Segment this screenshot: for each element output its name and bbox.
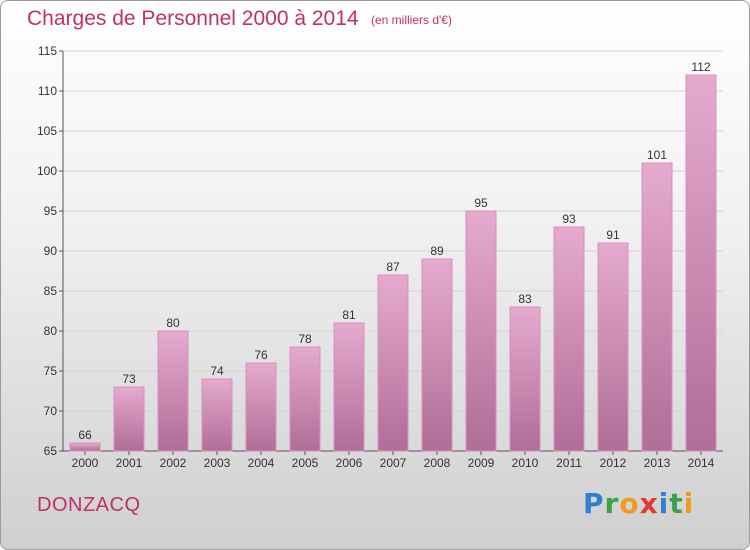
x-tick-label: 2007 bbox=[380, 456, 407, 470]
x-tick-label: 2002 bbox=[160, 456, 187, 470]
data-label: 89 bbox=[430, 244, 444, 258]
x-tick-label: 2005 bbox=[292, 456, 319, 470]
logo-letter: o bbox=[619, 487, 640, 520]
y-tick-label: 105 bbox=[37, 124, 57, 138]
data-label: 83 bbox=[518, 292, 532, 306]
x-tick-label: 2012 bbox=[600, 456, 627, 470]
logo-letter: i bbox=[683, 487, 695, 520]
data-label: 66 bbox=[78, 428, 92, 442]
bar bbox=[553, 226, 585, 452]
x-tick-label: 2010 bbox=[512, 456, 539, 470]
data-label: 80 bbox=[166, 316, 180, 330]
bar bbox=[421, 258, 453, 452]
logo-letter: P bbox=[583, 487, 605, 520]
proxiti-logo[interactable]: Proxiti bbox=[583, 487, 694, 520]
y-tick-label: 70 bbox=[44, 404, 58, 418]
x-tick-label: 2006 bbox=[336, 456, 363, 470]
logo-letter: r bbox=[604, 487, 620, 520]
y-tick-label: 115 bbox=[38, 44, 57, 58]
y-tick-label: 100 bbox=[37, 164, 57, 178]
y-tick-label: 80 bbox=[44, 324, 58, 338]
data-label: 91 bbox=[606, 228, 620, 242]
bar bbox=[201, 378, 233, 452]
data-label: 87 bbox=[386, 260, 400, 274]
y-tick-label: 85 bbox=[44, 284, 58, 298]
bar bbox=[685, 74, 717, 452]
bar bbox=[245, 362, 277, 452]
y-tick-label: 90 bbox=[44, 244, 58, 258]
data-label: 81 bbox=[342, 308, 356, 322]
bar bbox=[157, 330, 189, 452]
x-tick-label: 2013 bbox=[644, 456, 671, 470]
data-label: 78 bbox=[298, 332, 312, 346]
chart-subtitle: (en milliers d'€) bbox=[371, 13, 452, 27]
bar bbox=[289, 346, 321, 452]
bar bbox=[465, 210, 497, 452]
x-tick-label: 2004 bbox=[248, 456, 275, 470]
data-label: 101 bbox=[647, 148, 667, 162]
bar bbox=[69, 442, 101, 452]
town-name: DONZACQ bbox=[37, 494, 141, 516]
data-label: 74 bbox=[210, 364, 224, 378]
data-label: 76 bbox=[254, 348, 268, 362]
logo-letter: t bbox=[669, 487, 684, 520]
y-tick-label: 95 bbox=[44, 204, 58, 218]
x-tick-label: 2003 bbox=[204, 456, 231, 470]
y-tick-label: 65 bbox=[44, 444, 58, 458]
bar bbox=[333, 322, 365, 452]
data-label: 93 bbox=[562, 212, 576, 226]
bar bbox=[113, 386, 145, 452]
bar bbox=[597, 242, 629, 452]
y-tick-label: 110 bbox=[38, 84, 57, 98]
x-tick-label: 2001 bbox=[116, 456, 143, 470]
logo-letter: x bbox=[639, 487, 659, 520]
bar bbox=[641, 162, 673, 452]
data-label: 95 bbox=[474, 196, 488, 210]
chart-title: Charges de Personnel 2000 à 2014 bbox=[27, 7, 359, 30]
bar bbox=[509, 306, 541, 452]
data-label: 112 bbox=[691, 60, 710, 74]
label-layer: 2000 66 2001 73 2002 80 2003 74 2004 76 2005 78 2006… bbox=[72, 60, 715, 470]
x-tick-label: 2009 bbox=[468, 456, 495, 470]
x-tick-label: 2008 bbox=[424, 456, 451, 470]
x-tick-label: 2011 bbox=[556, 456, 582, 470]
bar-layer bbox=[69, 74, 717, 452]
logo-letter: i bbox=[658, 487, 670, 520]
data-label: 73 bbox=[122, 372, 136, 386]
bar bbox=[377, 274, 409, 452]
x-tick-label: 2000 bbox=[72, 456, 99, 470]
y-tick-label: 75 bbox=[44, 364, 58, 378]
x-tick-label: 2014 bbox=[688, 456, 715, 470]
